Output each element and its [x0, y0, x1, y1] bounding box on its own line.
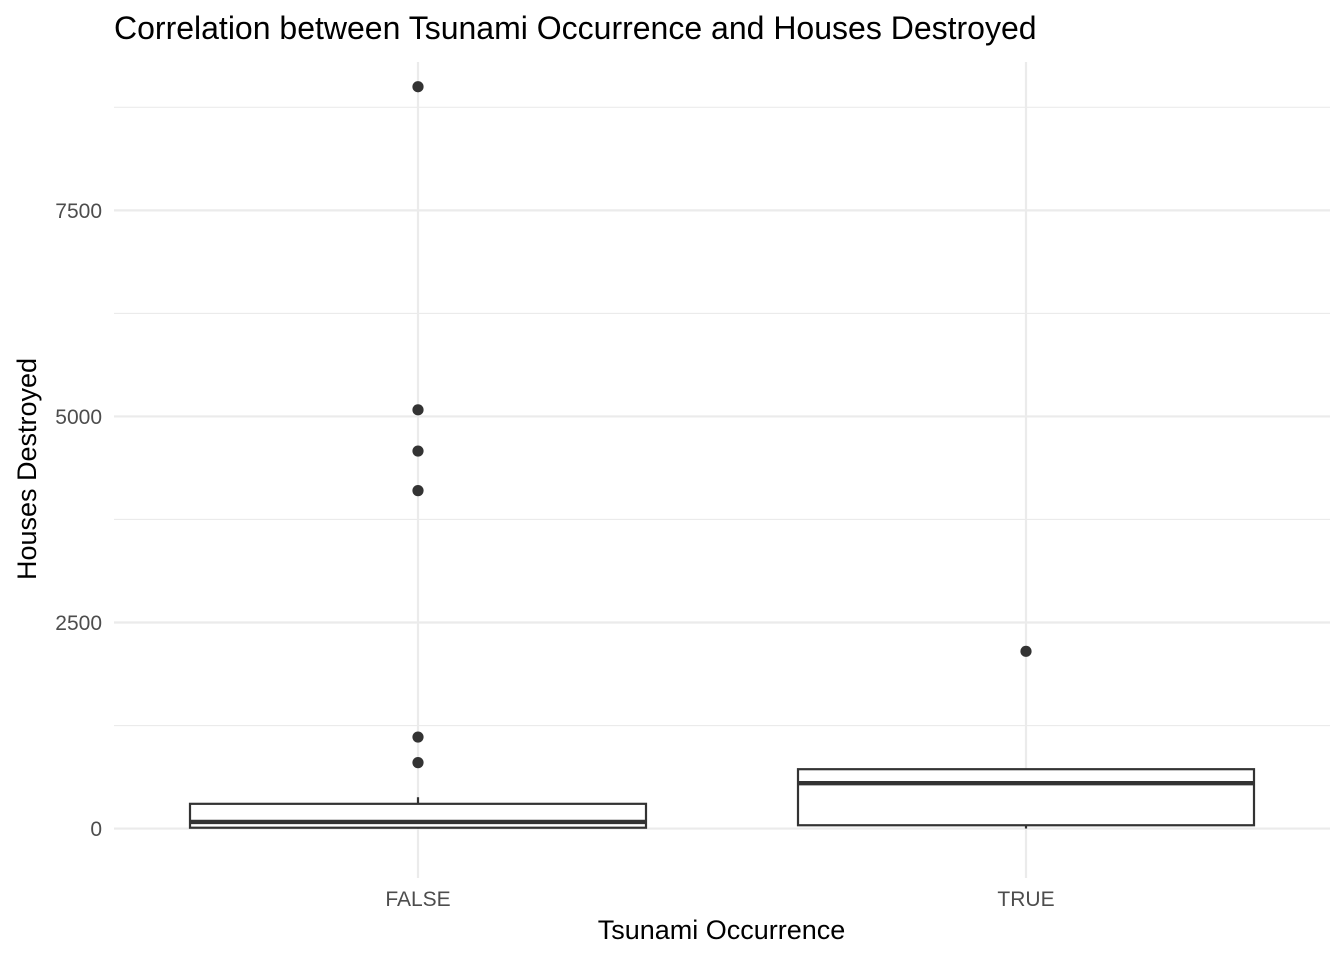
tick-layer: 0 2500 5000 7500 FALSE TRUE [55, 200, 1054, 911]
outlier-point [1020, 645, 1032, 657]
y-tick-label: 7500 [55, 200, 102, 223]
x-tick-label: FALSE [385, 888, 450, 911]
x-axis-title: Tsunami Occurrence [598, 915, 846, 945]
box-false [188, 81, 648, 829]
outlier-point [412, 81, 424, 93]
y-tick-label: 5000 [55, 406, 102, 429]
box-layer [188, 81, 1256, 829]
outlier-point [412, 757, 424, 769]
outlier-point [412, 731, 424, 743]
interquartile-box [796, 768, 1256, 827]
y-tick-label: 0 [90, 818, 102, 841]
y-axis-title: Houses Destroyed [12, 358, 42, 580]
chart-title: Correlation between Tsunami Occurrence a… [114, 10, 1037, 46]
y-tick-label: 2500 [55, 612, 102, 635]
outlier-point [412, 404, 424, 416]
x-tick-label: TRUE [997, 888, 1054, 911]
outlier-point [412, 485, 424, 497]
box-true [796, 645, 1256, 829]
outlier-point [412, 445, 424, 457]
grid-layer [114, 62, 1330, 878]
